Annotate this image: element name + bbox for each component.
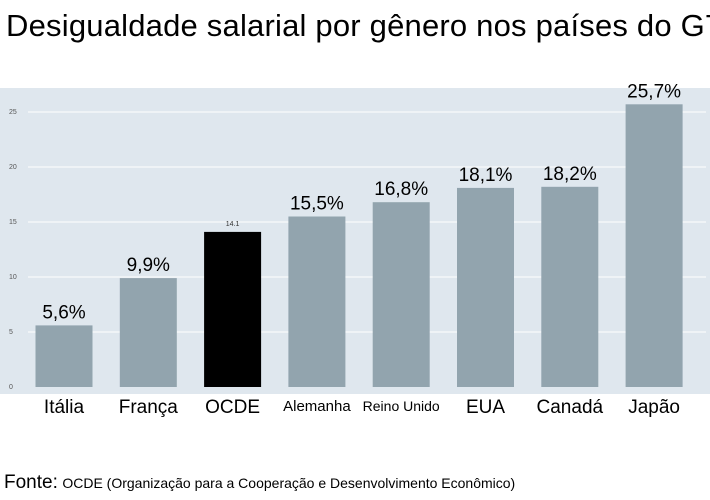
bar (288, 216, 346, 387)
bar (457, 187, 514, 387)
x-tick-label: Canadá (537, 397, 604, 418)
bar (541, 186, 599, 387)
y-tick-label: 25 (9, 109, 17, 116)
y-tick-label: 15 (9, 219, 17, 226)
x-tick-label: Alemanha (283, 398, 351, 415)
x-tick-label: EUA (466, 397, 505, 418)
bar (35, 325, 93, 387)
source-text: OCDE (Organização para a Cooperação e De… (62, 475, 516, 491)
y-tick-label: 20 (9, 164, 17, 171)
bar-value-label: 25,7% (627, 81, 681, 102)
bar (372, 202, 430, 387)
x-tick-label: OCDE (205, 397, 260, 418)
x-tick-label: Japão (628, 397, 680, 418)
y-tick-label: 10 (9, 274, 17, 281)
chart-title: Desigualdade salarial por gênero nos paí… (6, 8, 710, 43)
bar (204, 231, 262, 387)
x-tick-label: França (119, 397, 179, 418)
source-note: Fonte: OCDE (Organização para a Cooperaç… (4, 472, 515, 494)
y-tick-label: 5 (9, 329, 13, 336)
bar-value-label: 9,9% (127, 255, 170, 276)
bar-value-label: 16,8% (374, 179, 428, 200)
bar-value-label: 15,5% (290, 194, 344, 215)
x-tick-label: Reino Unido (363, 398, 440, 414)
bar-value-label: 5,6% (42, 302, 85, 323)
bar-value-label: 18,2% (543, 164, 597, 185)
bar-value-label: 14.1 (226, 221, 240, 228)
bar (625, 104, 683, 388)
source-label: Fonte: (4, 472, 58, 493)
x-tick-label: Itália (44, 397, 85, 418)
y-tick-label: 0 (9, 384, 13, 391)
bar-chart: 0 5 10 15 20 25 5,6% Itália 9,9% França 14.1 OCDE 15… (9, 81, 706, 418)
bar (119, 278, 177, 387)
bar-value-label: 18,1% (459, 165, 513, 186)
